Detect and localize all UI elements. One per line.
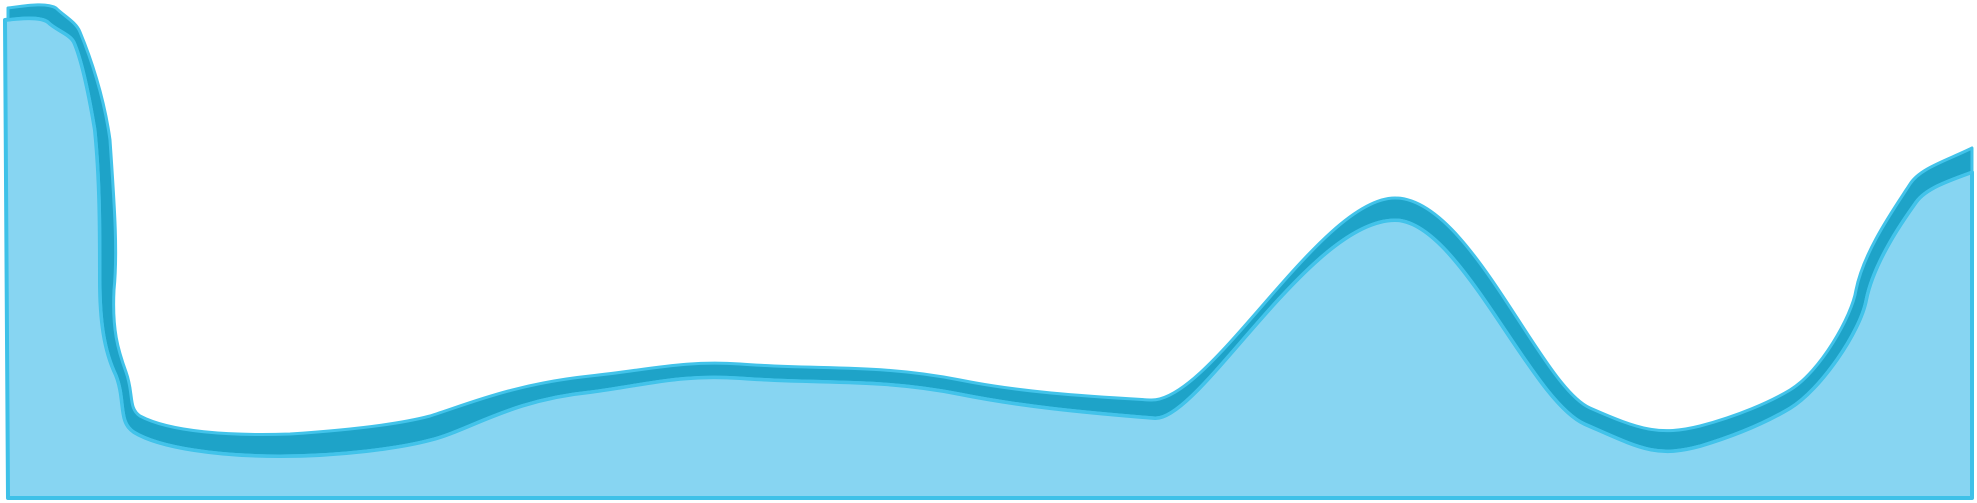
wave-fill-area (3, 16, 1974, 500)
wave-crest-band (6, 3, 1974, 458)
wave-top-edge (4, 16, 1973, 458)
